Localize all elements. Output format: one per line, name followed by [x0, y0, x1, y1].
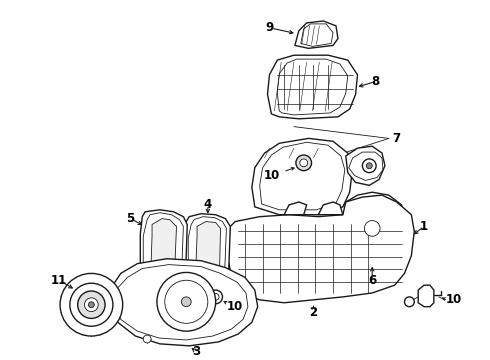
Circle shape: [143, 335, 151, 343]
Polygon shape: [111, 259, 258, 346]
Text: 11: 11: [51, 274, 67, 287]
Polygon shape: [252, 138, 353, 215]
Polygon shape: [295, 21, 338, 48]
Circle shape: [365, 221, 380, 236]
Text: 8: 8: [371, 75, 379, 88]
Polygon shape: [140, 210, 187, 293]
Circle shape: [157, 273, 216, 331]
Text: 3: 3: [192, 345, 200, 358]
Circle shape: [367, 163, 372, 169]
Text: 10: 10: [445, 293, 462, 306]
Text: 1: 1: [420, 220, 428, 233]
Circle shape: [78, 291, 105, 319]
Text: 6: 6: [368, 274, 376, 287]
Text: 10: 10: [263, 169, 279, 182]
Circle shape: [405, 297, 414, 307]
Circle shape: [88, 302, 94, 308]
Circle shape: [84, 298, 98, 311]
Circle shape: [296, 155, 312, 171]
Text: 2: 2: [309, 306, 318, 319]
Polygon shape: [343, 192, 406, 264]
Circle shape: [212, 293, 219, 300]
Polygon shape: [346, 146, 385, 185]
Polygon shape: [268, 55, 358, 119]
Polygon shape: [358, 212, 387, 246]
Polygon shape: [228, 195, 414, 303]
Circle shape: [181, 297, 191, 307]
Polygon shape: [284, 202, 307, 215]
Circle shape: [300, 159, 308, 167]
Text: 5: 5: [126, 212, 135, 225]
Polygon shape: [418, 285, 434, 307]
Text: 10: 10: [227, 300, 244, 313]
Circle shape: [60, 273, 122, 336]
Text: 9: 9: [266, 21, 273, 34]
Polygon shape: [196, 221, 220, 276]
Circle shape: [363, 159, 376, 173]
Text: 7: 7: [392, 132, 401, 145]
Polygon shape: [151, 219, 176, 279]
Text: 4: 4: [204, 198, 212, 211]
Polygon shape: [318, 202, 343, 215]
Polygon shape: [184, 214, 230, 287]
Circle shape: [209, 290, 222, 304]
Circle shape: [70, 283, 113, 326]
